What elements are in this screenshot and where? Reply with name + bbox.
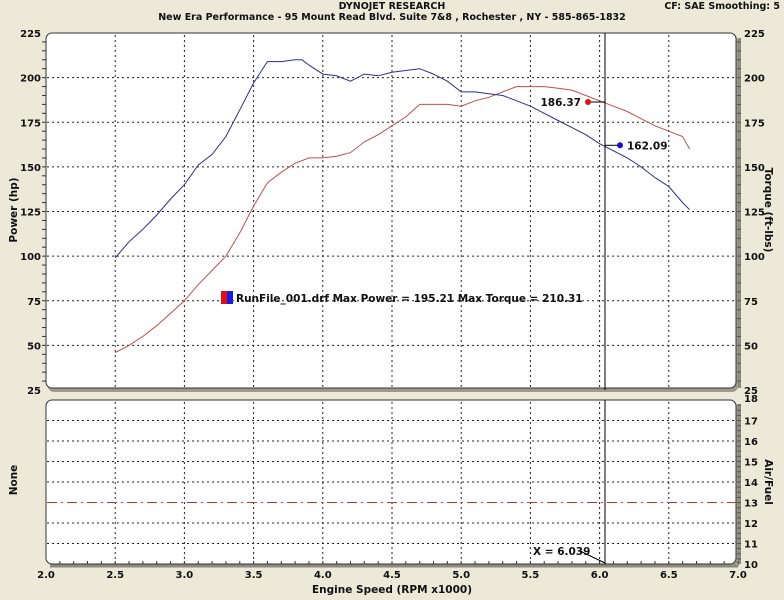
legend-text: RunFile_001.drf Max Power = 195.21 Max T… — [236, 293, 583, 305]
y-tick-label-left: 200 — [20, 74, 41, 85]
y-axis-label-power: Power (hp) — [8, 177, 20, 242]
y-tick-label-af: 11 — [744, 540, 758, 551]
settings-label: CF: SAE Smoothing: 5 — [664, 1, 780, 12]
y-tick-label-right: 125 — [744, 208, 765, 219]
power-curve — [114, 86, 691, 353]
y-tick-label-left: 75 — [27, 297, 41, 308]
y-axis-label-airfuel: Air/Fuel — [762, 459, 774, 505]
y-tick-label-af: 14 — [744, 478, 758, 489]
y-tick-label-right: 75 — [744, 297, 758, 308]
y-tick-label-af: 17 — [744, 417, 758, 428]
y-tick-label-left: 125 — [20, 208, 41, 219]
y-tick-label-right: 25 — [744, 386, 758, 397]
y-tick-label-left: 50 — [27, 341, 41, 352]
cursor-x-leader — [579, 550, 606, 564]
y-axis-label-none: None — [8, 465, 20, 496]
y-tick-label-af: 16 — [744, 437, 758, 448]
x-tick-label: 3.0 — [176, 570, 194, 581]
af-grid — [47, 402, 737, 563]
torque-marker-value: 162.09 — [627, 140, 668, 152]
curves — [114, 59, 691, 353]
cursor-markers: 186.37 162.09 — [540, 97, 667, 152]
x-tick-label: 5.0 — [452, 570, 470, 581]
x-tick-label: 6.0 — [591, 570, 609, 581]
y-tick-label-right: 175 — [744, 118, 765, 129]
torque-curve — [114, 59, 690, 259]
power-marker-dot — [585, 98, 591, 105]
y-tick-label-right: 100 — [744, 252, 765, 263]
x-tick-label: 4.5 — [383, 570, 401, 581]
y-tick-label-af: 10 — [744, 560, 758, 571]
y-tick-label-right: 200 — [744, 74, 765, 85]
power-grid — [47, 35, 737, 389]
x-axis-label: Engine Speed (RPM x1000) — [312, 584, 472, 596]
legend: RunFile_001.drf Max Power = 195.21 Max T… — [221, 291, 583, 305]
x-tick-label: 7.0 — [729, 570, 747, 581]
y-tick-label-right: 50 — [744, 341, 758, 352]
y-tick-label-right: 225 — [744, 29, 765, 40]
y-tick-label-af: 15 — [744, 458, 758, 469]
y-tick-label-af: 13 — [744, 499, 758, 510]
x-tick-label: 3.5 — [245, 570, 263, 581]
legend-swatch-torque — [227, 291, 233, 304]
y-tick-label-right: 150 — [744, 163, 765, 174]
x-tick-label: 5.5 — [522, 570, 540, 581]
y-tick-label-left: 225 — [20, 29, 41, 40]
y-tick-label-left: 150 — [20, 163, 41, 174]
x-tick-label: 2.5 — [106, 570, 124, 581]
power-marker-value: 186.37 — [540, 97, 581, 109]
right-axis-bar-af — [738, 404, 741, 564]
y-tick-label-af: 12 — [744, 519, 758, 530]
x-tick-label: 4.0 — [314, 570, 332, 581]
y-axis-label-torque: Torque (ft-lbs) — [762, 168, 774, 253]
power-panel — [45, 32, 737, 389]
y-tick-label-af: 18 — [744, 394, 758, 405]
right-axis-bar — [738, 38, 741, 388]
y-tick-label-left: 25 — [27, 386, 41, 397]
chart-title: DYNOJET RESEARCH — [338, 1, 446, 12]
y-tick-label-left: 175 — [20, 118, 41, 129]
chart-subtitle: New Era Performance - 95 Mount Read Blvd… — [158, 12, 626, 23]
cursor-x-label: X = 6.039 — [533, 546, 590, 558]
torque-marker-dot — [617, 142, 623, 149]
y-tick-label-left: 100 — [20, 252, 41, 263]
x-tick-label: 6.5 — [660, 570, 678, 581]
legend-swatch-power — [221, 291, 227, 304]
axis-ticks: 2.0 2.5 3.0 3.5 4.0 4.5 5.0 5.5 6.0 6.5 7.0 25 25 50 5… — [20, 29, 765, 581]
x-tick-label: 2.0 — [37, 570, 55, 581]
